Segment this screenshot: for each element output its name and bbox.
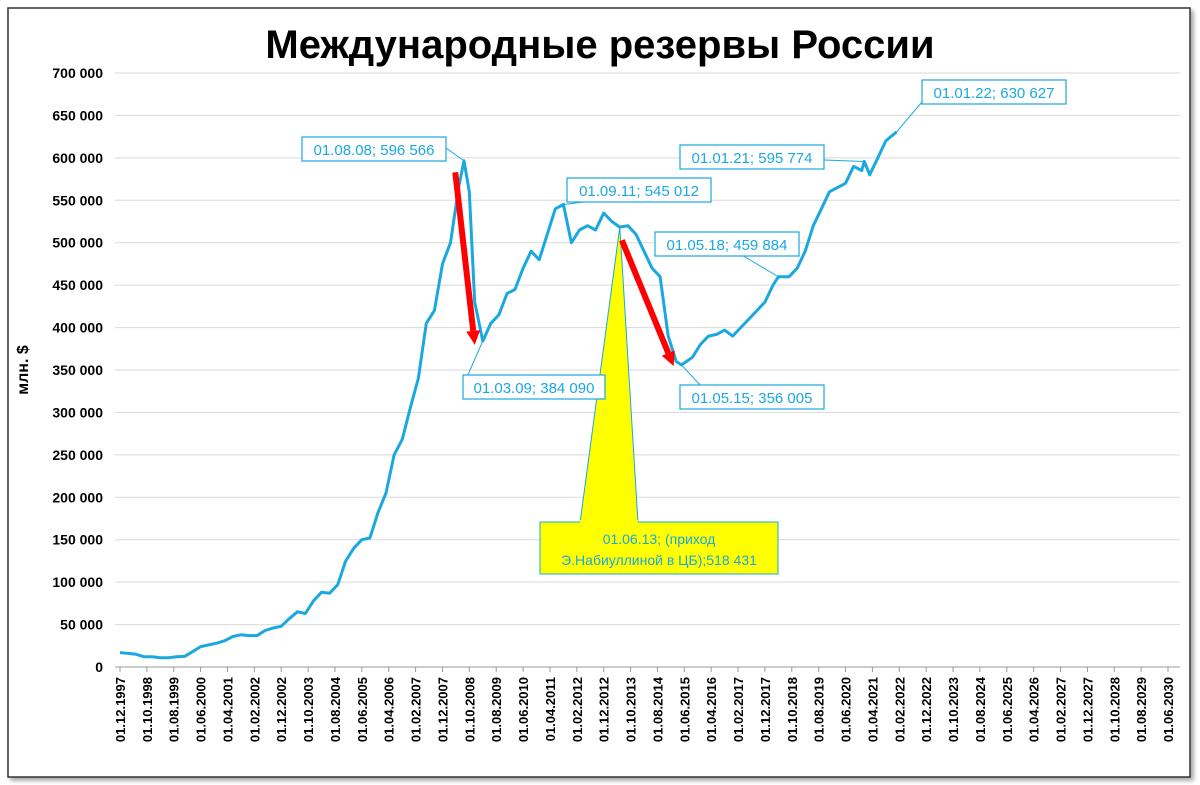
- x-tick-label: 01.02.2027: [1054, 677, 1069, 742]
- x-tick-label: 01.08.2019: [812, 677, 827, 742]
- y-tick-label: 200 000: [52, 489, 103, 505]
- x-tick-label: 01.04.2026: [1027, 677, 1042, 742]
- x-tick-label: 01.04.2006: [382, 677, 397, 742]
- x-tick-label: 01.12.2022: [919, 677, 934, 742]
- annotation-label: 01.03.09; 384 090: [474, 380, 595, 397]
- annotation-label: 01.01.21; 595 774: [692, 150, 813, 167]
- x-tick-label: 01.10.2003: [301, 677, 316, 742]
- annotation-label: 01.05.18; 459 884: [667, 237, 788, 254]
- series-line-reserves: [119, 130, 898, 660]
- annotations: 01.08.08; 596 566 01.03.09; 384 090 01.09.…: [301, 79, 1067, 410]
- x-axis-ticks: 01.12.1997 01.10.1998 01.08.1999 01.06.2000…: [113, 667, 1176, 742]
- x-tick-label: 01.02.2017: [731, 677, 746, 742]
- y-tick-label: 350 000: [52, 362, 103, 378]
- decline-arrow-head: [466, 330, 481, 345]
- x-tick-label: 01.04.2011: [543, 677, 558, 741]
- x-tick-label: 01.02.2022: [892, 677, 907, 742]
- x-tick-label: 01.06.2000: [194, 677, 209, 742]
- annotation-label: 01.01.22; 630 627: [934, 85, 1055, 102]
- x-tick-label: 01.08.2024: [973, 676, 988, 742]
- callout-join: [580, 520, 638, 524]
- annotation-leader: [823, 159, 865, 162]
- decline-arrow-shaft: [619, 239, 672, 355]
- annotation-box: [679, 384, 825, 410]
- decline-arrow-shaft: [452, 172, 477, 332]
- x-tick-label: 01.06.2020: [839, 677, 854, 742]
- y-tick-label: 650 000: [52, 107, 103, 123]
- annotation-label: 01.08.08; 596 566: [314, 142, 435, 159]
- y-tick-label: 400 000: [52, 320, 103, 336]
- y-tick-label: 150 000: [52, 532, 103, 548]
- x-tick-label: 01.10.2028: [1107, 677, 1122, 742]
- y-tick-label: 550 000: [52, 192, 103, 208]
- x-tick-label: 01.12.2012: [597, 677, 612, 742]
- x-tick-label: 01.06.2005: [355, 677, 370, 742]
- x-tick-label: 01.06.2030: [1161, 677, 1176, 742]
- decline-arrows: [452, 172, 675, 366]
- x-tick-label: 01.10.1998: [140, 677, 155, 742]
- annotation-box: [462, 374, 606, 400]
- x-tick-label: 01.02.2012: [570, 677, 585, 742]
- x-tick-label: 01.12.2002: [274, 677, 289, 742]
- x-tick-label: 01.08.2029: [1134, 677, 1149, 742]
- x-tick-label: 01.08.1999: [167, 677, 182, 742]
- y-tick-label: 700 000: [52, 65, 103, 81]
- x-tick-label: 01.06.2015: [677, 677, 692, 742]
- y-tick-label: 300 000: [52, 404, 103, 420]
- y-tick-label: 450 000: [52, 277, 103, 293]
- x-tick-label: 01.12.2027: [1080, 677, 1095, 742]
- annotation-leader: [445, 147, 465, 162]
- x-tick-label: 01.12.2007: [435, 677, 450, 742]
- decline-arrow-head: [661, 350, 675, 366]
- x-tick-label: 01.04.2016: [704, 677, 719, 742]
- callout-line2: Э.Набиуллиной в ЦБ);518 431: [561, 552, 757, 568]
- x-tick-label: 01.10.2023: [946, 677, 961, 742]
- annotation-leader: [896, 101, 923, 133]
- y-tick-label: 600 000: [52, 150, 103, 166]
- annotation-label: 01.05.15; 356 005: [692, 390, 813, 407]
- chart-title: Международные резервы России: [265, 23, 934, 67]
- x-tick-label: 01.06.2025: [1000, 677, 1015, 742]
- y-tick-label: 100 000: [52, 574, 103, 590]
- annotation-box: [921, 79, 1067, 105]
- y-axis-label: млн. $: [15, 345, 32, 395]
- grid-lines: [115, 72, 1180, 626]
- x-tick-label: 01.12.2017: [758, 677, 773, 742]
- x-tick-label: 01.08.2004: [328, 676, 343, 742]
- annotation-box: [679, 144, 825, 170]
- annotation-leader: [681, 364, 701, 386]
- callout-line1: 01.06.13; (приход: [603, 531, 716, 547]
- y-tick-label: 500 000: [52, 235, 103, 251]
- annotation-label: 01.09.11; 545 012: [579, 183, 699, 200]
- x-tick-label: 01.02.2007: [409, 677, 424, 742]
- y-tick-label: 50 000: [60, 617, 103, 633]
- x-tick-label: 01.02.2002: [247, 677, 262, 742]
- x-tick-label: 01.04.2001: [220, 677, 235, 742]
- annotation-box: [566, 177, 712, 203]
- x-tick-label: 01.08.2014: [650, 676, 665, 742]
- annotation-box: [654, 231, 800, 257]
- annotation-leader: [739, 253, 779, 278]
- x-tick-label: 01.10.2008: [462, 677, 477, 742]
- x-tick-label: 01.10.2013: [624, 677, 639, 742]
- x-tick-label: 01.06.2010: [516, 677, 531, 742]
- annotation-box: [301, 136, 447, 162]
- y-tick-label: 0: [95, 659, 103, 675]
- y-axis-ticks: 0 50 000 100 000 150 000 200 000 250 000 300 0…: [52, 65, 103, 675]
- callout-box: [539, 521, 779, 575]
- nabiullina-callout: 01.06.13; (приход Э.Набиуллиной в ЦБ);51…: [539, 227, 779, 575]
- x-tick-label: 01.12.1997: [113, 677, 128, 742]
- y-tick-label: 250 000: [52, 447, 103, 463]
- x-tick-label: 01.10.2018: [785, 677, 800, 742]
- x-tick-label: 01.08.2009: [489, 677, 504, 742]
- x-tick-label: 01.04.2021: [865, 677, 880, 742]
